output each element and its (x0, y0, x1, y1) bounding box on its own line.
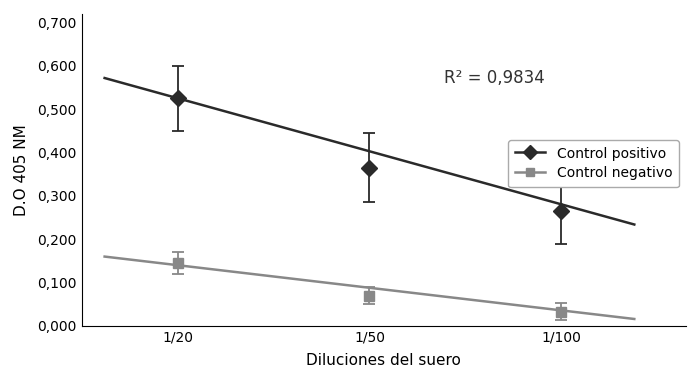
Text: R² = 0,9834: R² = 0,9834 (444, 68, 545, 87)
Y-axis label: D.O 405 NM: D.O 405 NM (14, 124, 29, 216)
Legend: Control positivo, Control negativo: Control positivo, Control negativo (508, 140, 679, 188)
X-axis label: Diluciones del suero: Diluciones del suero (307, 353, 461, 368)
